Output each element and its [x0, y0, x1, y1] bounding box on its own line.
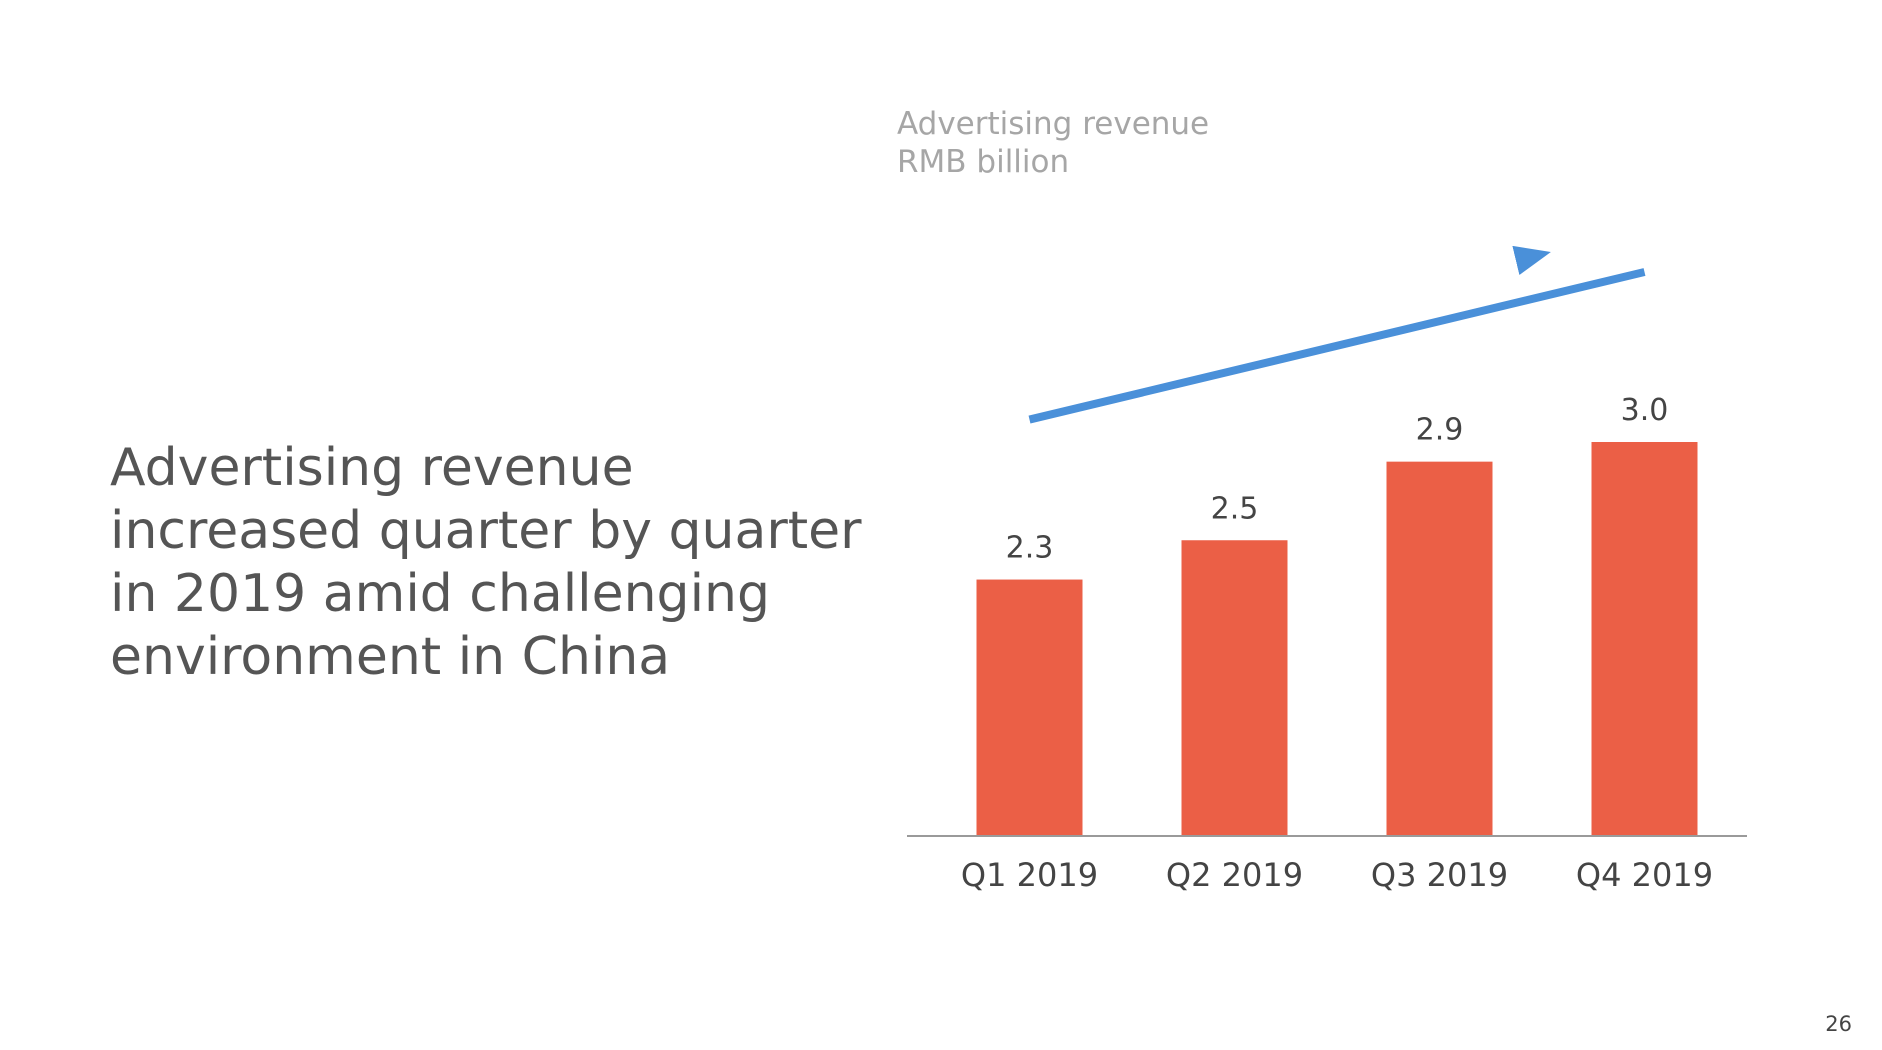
data-label: 2.5: [1211, 491, 1259, 526]
x-tick-label: Q1 2019: [961, 856, 1098, 894]
chart-unit-line: RMB billion: [897, 144, 1070, 180]
data-label: 2.9: [1416, 413, 1464, 448]
bars-layer: [976, 442, 1698, 835]
bar-q4-2019: [1591, 442, 1698, 835]
headline-line: environment in China: [110, 627, 671, 687]
data-label: 3.0: [1621, 393, 1669, 428]
trend-arrow: [1028, 245, 1646, 424]
chart-title: Advertising revenue RMB billion: [897, 105, 1209, 181]
slide-headline: Advertising revenue increased quarter by…: [110, 437, 890, 689]
x-tick-label: Q2 2019: [1166, 856, 1303, 894]
x-tick-label: Q3 2019: [1371, 856, 1508, 894]
trend-arrow-layer: [1028, 245, 1646, 424]
labels-layer: 2.3 Q1 2019 2.5 Q2 2019 2.9 Q3 2019 3.0 Q4 2019: [961, 393, 1713, 894]
data-label: 2.3: [1006, 531, 1054, 566]
bar-q2-2019: [1181, 540, 1288, 835]
headline-line: increased quarter by quarter: [110, 501, 862, 561]
bar-q1-2019: [976, 579, 1083, 835]
bar-q3-2019: [1386, 461, 1493, 835]
headline-line: Advertising revenue: [110, 438, 634, 498]
x-tick-label: Q4 2019: [1576, 856, 1713, 894]
chart-title-line: Advertising revenue: [897, 106, 1210, 142]
headline-line: in 2019 amid challenging: [110, 564, 770, 624]
page-number: 26: [1825, 1012, 1852, 1036]
